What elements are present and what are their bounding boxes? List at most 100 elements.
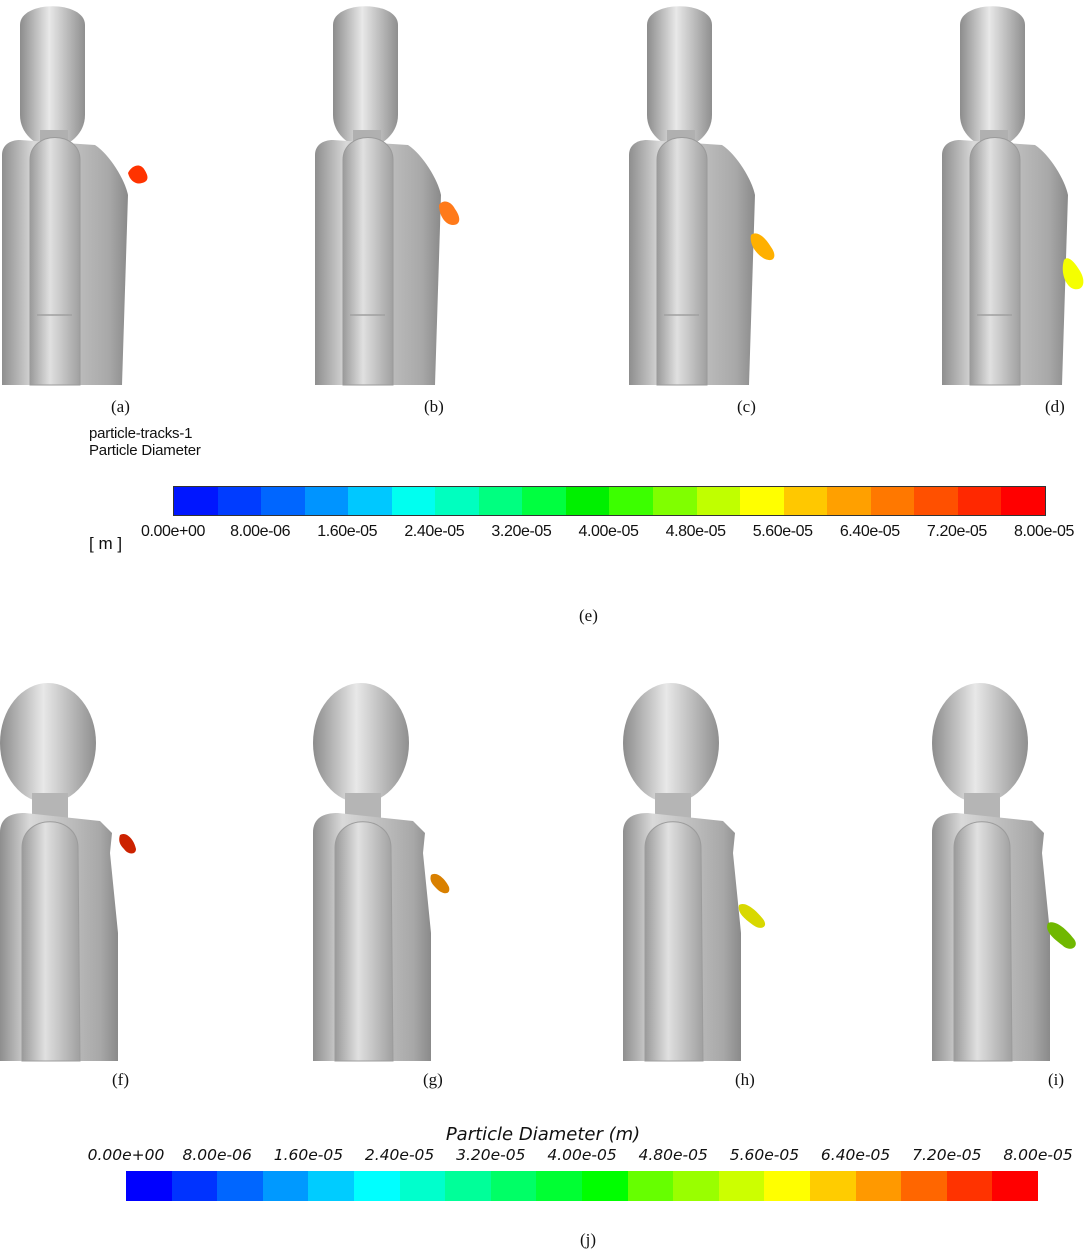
tick-label: 2.40e-05 [364, 1146, 435, 1164]
legend-bottom-colorbar [126, 1171, 1038, 1201]
colorbar-cell [445, 1171, 491, 1201]
tick-label: 3.20e-05 [491, 523, 552, 540]
colorbar-cell [740, 487, 784, 515]
colorbar-cell [992, 1171, 1038, 1201]
particle-cluster [430, 873, 450, 894]
mannequin-figure [623, 683, 766, 1062]
colorbar-cell [827, 487, 871, 515]
colorbar-cell [1001, 487, 1045, 515]
colorbar-cell [696, 487, 741, 515]
tick-label: 4.80e-05 [665, 523, 726, 540]
tick-label: 5.60e-05 [729, 1146, 800, 1164]
colorbar-cell [783, 487, 828, 515]
panel-d [940, 5, 1086, 386]
caption-i: (i) [1048, 1070, 1065, 1089]
colorbar-cell [308, 1171, 354, 1201]
colorbar-cell [171, 1171, 218, 1201]
caption-j: (j) [580, 1230, 597, 1249]
colorbar-cell [536, 1171, 582, 1201]
mannequin [0, 683, 118, 1062]
mannequin-figure [942, 6, 1084, 386]
colorbar-cell [490, 1171, 537, 1201]
colorbar-cell [435, 487, 479, 515]
mannequin-figure [932, 683, 1076, 1062]
caption-f: (f) [112, 1070, 129, 1089]
colorbar-cell [901, 1171, 947, 1201]
colorbar-cell [946, 1171, 993, 1201]
particle-cluster [738, 903, 766, 928]
colorbar-cell [627, 1171, 674, 1201]
colorbar-cell [581, 1171, 628, 1201]
tick-label: 0.00e+00 [87, 1146, 165, 1164]
tick-label: 6.40e-05 [820, 1146, 891, 1164]
tick-label: 1.60e-05 [273, 1146, 344, 1164]
particle-cluster [1047, 922, 1076, 949]
particle-cluster [750, 233, 775, 261]
tick-label: 4.80e-05 [638, 1146, 708, 1164]
colorbar-cell [809, 1171, 856, 1201]
colorbar-cell [353, 1171, 400, 1201]
mannequin-figure [315, 6, 460, 386]
caption-g: (g) [423, 1070, 443, 1089]
mannequin [2, 6, 128, 386]
colorbar-cell [391, 487, 436, 515]
tick-label: 2.40e-05 [404, 523, 465, 540]
tick-label: 4.00e-05 [547, 1146, 617, 1164]
mannequin [313, 683, 431, 1062]
colorbar-cell [718, 1171, 765, 1201]
panel-h [623, 683, 783, 1063]
colorbar-cell [304, 487, 349, 515]
tick-label: 3.20e-05 [456, 1146, 526, 1164]
mannequin [629, 6, 755, 386]
legend-top-name: particle-tracks-1 [89, 425, 193, 442]
legend-top-colorbar [173, 486, 1046, 516]
colorbar-cell [217, 1171, 263, 1201]
colorbar-cell [174, 487, 218, 515]
colorbar-cell [348, 487, 392, 515]
colorbar-cell [653, 487, 697, 515]
tick-label: 8.00e-05 [1014, 523, 1074, 540]
mannequin [315, 6, 441, 386]
panel-f [0, 683, 150, 1063]
tick-label: 8.00e-05 [1003, 1146, 1073, 1164]
colorbar-cell [262, 1171, 309, 1201]
caption-e: (e) [579, 606, 598, 625]
legend-bottom-title: Particle Diameter (m) [445, 1124, 641, 1145]
caption-b: (b) [424, 397, 444, 416]
colorbar-cell [870, 487, 915, 515]
tick-label: 7.20e-05 [912, 1146, 982, 1164]
panel-a [0, 5, 150, 386]
particle-cluster [128, 165, 148, 184]
particle-cluster [1062, 258, 1084, 290]
tick-label: 7.20e-05 [926, 523, 987, 540]
tick-label: 6.40e-05 [839, 523, 900, 540]
panel-i [932, 683, 1082, 1063]
colorbar-cell [126, 1171, 172, 1201]
colorbar-cell [673, 1171, 719, 1201]
particle-cluster [119, 833, 136, 854]
tick-label: 1.60e-05 [317, 523, 378, 540]
colorbar-cell [565, 487, 610, 515]
panel-b [313, 5, 473, 386]
mannequin [932, 683, 1050, 1062]
colorbar-cell [855, 1171, 902, 1201]
caption-a: (a) [111, 397, 130, 416]
colorbar-cell [399, 1171, 446, 1201]
colorbar-cell [261, 487, 305, 515]
panel-c [627, 5, 787, 386]
mannequin-figure [629, 6, 775, 386]
caption-d: (d) [1045, 397, 1065, 416]
mannequin [623, 683, 741, 1062]
tick-label: 8.00e-06 [230, 523, 291, 540]
mannequin-figure [313, 683, 450, 1062]
colorbar-cell [217, 487, 262, 515]
colorbar-cell [957, 487, 1002, 515]
colorbar-cell [609, 487, 654, 515]
caption-h: (h) [735, 1070, 755, 1089]
tick-label: 4.00e-05 [578, 523, 639, 540]
caption-c: (c) [737, 397, 756, 416]
particle-cluster [439, 201, 460, 225]
legend-top-variable: Particle Diameter [89, 442, 201, 459]
colorbar-cell [764, 1171, 810, 1201]
mannequin-figure [2, 6, 148, 386]
